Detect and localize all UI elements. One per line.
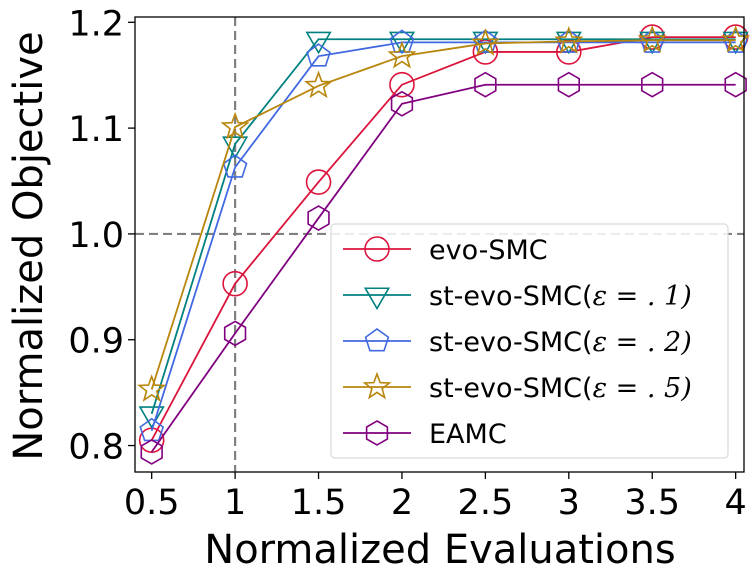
legend-label: evo-SMC xyxy=(429,235,548,266)
legend-marker xyxy=(362,371,392,400)
legend-entry: st-evo-SMC(ε = . 1) xyxy=(343,281,692,312)
series-st-evo-smc-5 xyxy=(137,24,751,402)
data-point-marker xyxy=(305,31,332,55)
data-point-marker xyxy=(554,26,584,54)
data-point-marker xyxy=(639,29,665,53)
data-point-marker xyxy=(724,71,747,98)
series-line xyxy=(150,83,736,453)
data-point-marker xyxy=(223,320,247,347)
legend-marker xyxy=(364,236,390,262)
x-tick-label: 1 xyxy=(224,483,246,523)
x-tick-label: 2.5 xyxy=(458,483,514,523)
legend: evo-SMC st-evo-SMC(ε = . 1) st-evo-SMC(ε =… xyxy=(330,223,729,459)
data-point-marker xyxy=(305,169,332,195)
series-line xyxy=(150,39,736,390)
x-tick-label: 3 xyxy=(558,483,580,523)
data-point-marker xyxy=(138,406,165,429)
y-axis-ticks: 0.8 0.9 1.0 1.1 1.2 xyxy=(68,4,135,468)
series-line xyxy=(150,41,736,432)
legend-label: st-evo-SMC(ε = . 2) xyxy=(429,327,692,358)
x-tick-label: 2 xyxy=(391,483,413,523)
legend-marker xyxy=(365,420,389,446)
plot-area-frame xyxy=(134,16,745,473)
legend-label: st-evo-SMC(ε = . 1) xyxy=(429,281,692,312)
data-point-marker xyxy=(473,29,498,53)
data-point-marker xyxy=(307,205,330,231)
data-point-marker xyxy=(389,29,415,53)
data-point-marker xyxy=(470,28,500,56)
data-point-marker xyxy=(389,71,415,98)
legend-frame xyxy=(330,223,729,459)
y-tick-label: 0.8 xyxy=(68,428,124,468)
series-st-evo-smc-2 xyxy=(139,29,749,442)
data-point-marker xyxy=(721,24,751,53)
data-point-marker xyxy=(474,71,497,98)
legend-entry: st-evo-SMC(ε = . 5) xyxy=(343,371,692,404)
data-point-marker xyxy=(222,270,248,297)
legend-label: st-evo-SMC(ε = . 5) xyxy=(429,373,692,404)
data-point-marker xyxy=(637,24,667,53)
legend-label: EAMC xyxy=(429,419,507,450)
y-tick-label: 1.2 xyxy=(68,4,124,44)
legend-entry: st-evo-SMC(ε = . 2) xyxy=(343,327,692,358)
data-point-marker xyxy=(140,438,163,465)
data-point-marker xyxy=(303,70,334,99)
x-axis-label: Normalized Evaluations xyxy=(204,527,675,573)
legend-marker xyxy=(363,287,391,311)
series-layer xyxy=(137,24,751,465)
data-point-marker xyxy=(220,111,250,140)
data-point-marker xyxy=(641,71,664,98)
data-point-marker xyxy=(222,154,248,178)
data-point-marker xyxy=(137,374,167,402)
data-point-marker xyxy=(387,40,417,69)
legend-entry: evo-SMC xyxy=(343,235,548,266)
y-axis-label: Normalized Objective xyxy=(6,31,52,460)
data-point-marker xyxy=(723,29,749,53)
x-tick-label: 1.5 xyxy=(291,483,347,523)
series-line xyxy=(150,38,736,415)
y-tick-label: 0.9 xyxy=(68,322,124,362)
x-tick-label: 0.5 xyxy=(124,483,180,523)
data-point-marker xyxy=(306,43,331,67)
x-tick-label: 3.5 xyxy=(624,483,680,523)
legend-entry: EAMC xyxy=(343,419,507,450)
y-tick-label: 1.0 xyxy=(68,216,124,256)
data-point-marker xyxy=(557,71,581,98)
data-point-marker xyxy=(390,90,414,117)
y-tick-label: 1.1 xyxy=(68,110,124,150)
legend-marker xyxy=(364,328,390,352)
series-eamc xyxy=(140,71,747,465)
x-axis-ticks: 0.5 1 1.5 2 2.5 3 3.5 4 xyxy=(124,472,747,523)
x-tick-label: 4 xyxy=(725,483,747,523)
